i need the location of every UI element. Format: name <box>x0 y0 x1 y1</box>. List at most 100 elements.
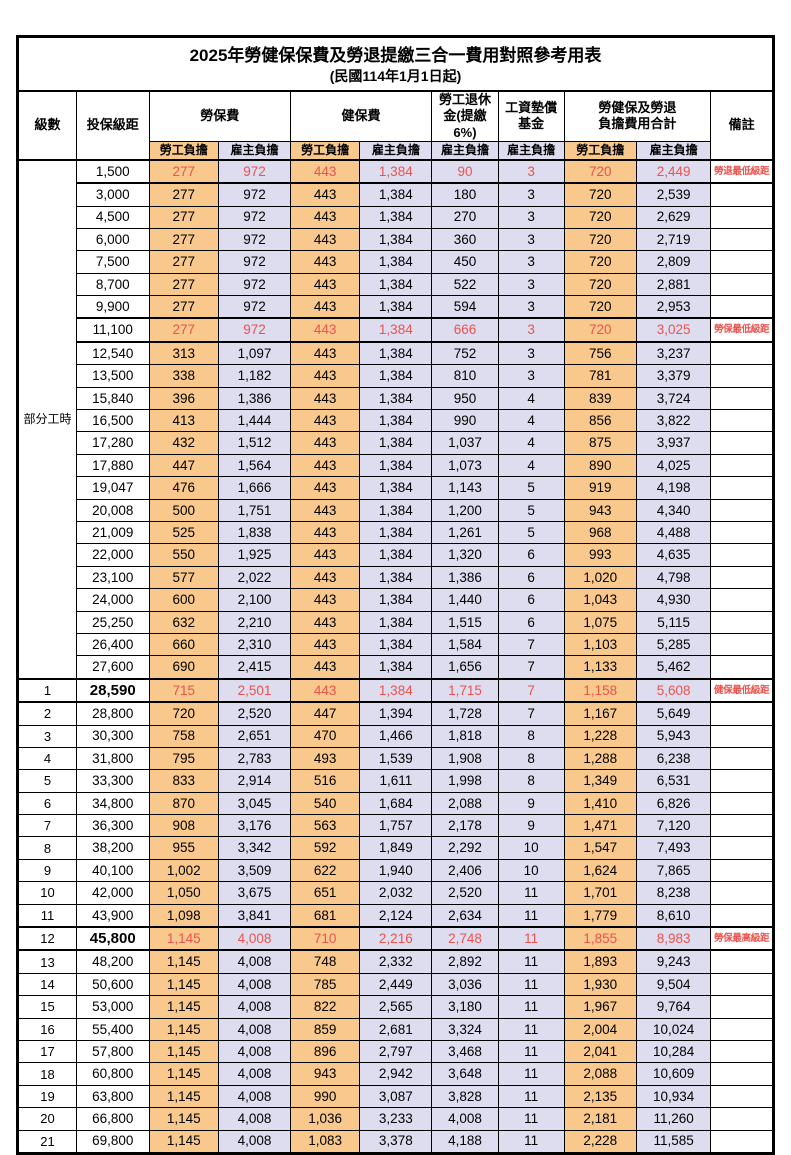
cell-level: 9 <box>17 858 77 883</box>
cell-remark <box>710 386 774 411</box>
cell-labor-employer: 4,008 <box>218 1084 291 1109</box>
cell-pension-employer: 3,324 <box>431 1017 499 1041</box>
table-row: 3 30,300 758 2,651 470 1,466 1,818 8 1,2… <box>17 724 774 748</box>
cell-labor-employee: 277 <box>148 272 220 297</box>
cell-health-employee: 447 <box>289 701 361 726</box>
cell-insured-bracket: 28,800 <box>75 701 150 726</box>
cell-total-employee: 720 <box>563 295 638 319</box>
cell-pension-employer: 4,188 <box>431 1129 499 1154</box>
table-row: 6,000 277 972 443 1,384 360 3 720 2,719 <box>18 227 774 252</box>
cell-health-employer: 2,681 <box>359 1017 433 1041</box>
cell-total-employee: 2,041 <box>563 1039 638 1064</box>
cell-level: 17 <box>17 1039 77 1064</box>
cell-health-employer: 1,466 <box>359 724 433 748</box>
cell-remark <box>710 881 774 905</box>
cell-remark <box>710 182 774 207</box>
cell-insured-bracket: 50,600 <box>75 972 150 997</box>
cell-pension-employer: 666 <box>431 317 499 343</box>
group-header-row: 級數 投保級距 勞保費 健保費 勞工退休 金(提繳6%) 工資墊償 基金 勞健保… <box>17 90 774 161</box>
part-time-merged-cell: 部分工時 <box>17 158 77 680</box>
cell-health-employer: 1,384 <box>359 386 433 411</box>
cell-health-employee: 443 <box>289 655 361 680</box>
cell-total-employee: 1,967 <box>563 995 638 1019</box>
cell-remark <box>710 814 774 838</box>
table-row: 22,000 550 1,925 443 1,384 1,320 6 993 4… <box>18 543 774 567</box>
cell-labor-employer: 972 <box>218 317 291 343</box>
title-row: 2025年勞健保保費及勞退提繳三合一費用對照參考用表 (民國114年1月1日起) <box>17 36 774 92</box>
subheader-total-employer: 雇主負擔 <box>636 140 712 161</box>
cell-wage-fund-employer: 5 <box>497 476 565 500</box>
cell-total-employee: 781 <box>563 364 638 388</box>
cell-pension-employer: 594 <box>431 295 499 319</box>
cell-remark <box>710 1107 774 1131</box>
cell-health-employer: 1,384 <box>359 520 433 545</box>
cell-labor-employee: 1,050 <box>148 881 220 905</box>
cell-total-employer: 2,449 <box>636 158 712 185</box>
cell-remark <box>710 1129 774 1154</box>
cell-level: 12 <box>17 926 77 952</box>
cell-total-employee: 1,228 <box>563 724 638 748</box>
cell-labor-employee: 1,145 <box>148 995 220 1019</box>
cell-insured-bracket: 43,900 <box>75 903 150 928</box>
cell-remark <box>710 565 774 590</box>
cell-labor-employee: 525 <box>148 520 220 545</box>
cell-health-employee: 859 <box>289 1017 361 1041</box>
cell-wage-fund-employer: 11 <box>497 1062 565 1086</box>
cell-labor-employee: 660 <box>148 632 220 657</box>
cell-labor-employer: 972 <box>218 205 291 229</box>
table-row: 20 66,800 1,145 4,008 1,036 3,233 4,008 … <box>17 1107 774 1131</box>
cell-health-employer: 1,384 <box>359 655 433 680</box>
pension-header-line1: 勞工退休 <box>438 92 491 107</box>
cell-health-employer: 2,332 <box>359 949 433 974</box>
cell-health-employee: 443 <box>289 317 361 343</box>
cell-level: 16 <box>17 1017 77 1041</box>
cell-labor-employee: 550 <box>148 543 220 567</box>
cell-insured-bracket: 66,800 <box>75 1107 150 1131</box>
cell-health-employee: 443 <box>289 431 361 455</box>
cell-wage-fund-employer: 3 <box>497 158 565 185</box>
cell-labor-employee: 447 <box>148 453 220 478</box>
table-row: 11 43,900 1,098 3,841 681 2,124 2,634 11… <box>17 903 774 928</box>
cell-remark <box>710 250 774 274</box>
cell-total-employer: 3,379 <box>636 364 712 388</box>
cell-level: 14 <box>17 972 77 997</box>
cell-wage-fund-employer: 11 <box>497 972 565 997</box>
cell-pension-employer: 3,828 <box>431 1084 499 1109</box>
table-row: 13,500 338 1,182 443 1,384 810 3 781 3,3… <box>18 364 774 388</box>
cell-labor-employee: 476 <box>148 476 220 500</box>
cell-pension-employer: 3,036 <box>431 972 499 997</box>
table-row: 11,100 277 972 443 1,384 666 3 720 3,025… <box>18 317 774 343</box>
cell-health-employee: 592 <box>289 836 361 860</box>
cell-labor-employee: 413 <box>148 409 220 433</box>
cell-pension-employer: 950 <box>431 386 499 411</box>
cell-health-employer: 1,384 <box>359 588 433 612</box>
table-row: 6 34,800 870 3,045 540 1,684 2,088 9 1,4… <box>17 791 774 816</box>
cell-labor-employee: 432 <box>148 431 220 455</box>
cell-insured-bracket: 13,500 <box>75 364 150 388</box>
cell-total-employee: 968 <box>563 520 638 545</box>
cell-labor-employee: 955 <box>148 836 220 860</box>
cell-remark: 勞退最低級距 <box>710 158 774 185</box>
cell-wage-fund-employer: 3 <box>497 205 565 229</box>
cell-level: 3 <box>17 724 77 748</box>
table-row: 8 38,200 955 3,342 592 1,849 2,292 10 1,… <box>17 836 774 860</box>
cell-labor-employee: 720 <box>148 701 220 726</box>
cell-health-employee: 443 <box>289 272 361 297</box>
cell-pension-employer: 1,818 <box>431 724 499 748</box>
subheader-fund-employer: 雇主負擔 <box>497 140 565 161</box>
cell-total-employee: 2,135 <box>563 1084 638 1109</box>
cell-health-employer: 1,384 <box>359 610 433 634</box>
cell-health-employer: 1,539 <box>359 746 433 771</box>
cell-insured-bracket: 34,800 <box>75 791 150 816</box>
table-row: 3,000 277 972 443 1,384 180 3 720 2,539 <box>18 182 774 207</box>
cell-labor-employer: 4,008 <box>218 1039 291 1064</box>
cell-total-employee: 890 <box>563 453 638 478</box>
cell-pension-employer: 1,515 <box>431 610 499 634</box>
cell-health-employer: 1,384 <box>359 227 433 252</box>
cell-insured-bracket: 20,008 <box>75 498 150 523</box>
cell-pension-employer: 3,648 <box>431 1062 499 1086</box>
cell-health-employer: 2,797 <box>359 1039 433 1064</box>
cell-wage-fund-employer: 11 <box>497 1017 565 1041</box>
table-row: 16,500 413 1,444 443 1,384 990 4 856 3,8… <box>18 409 774 433</box>
cell-pension-employer: 1,320 <box>431 543 499 567</box>
